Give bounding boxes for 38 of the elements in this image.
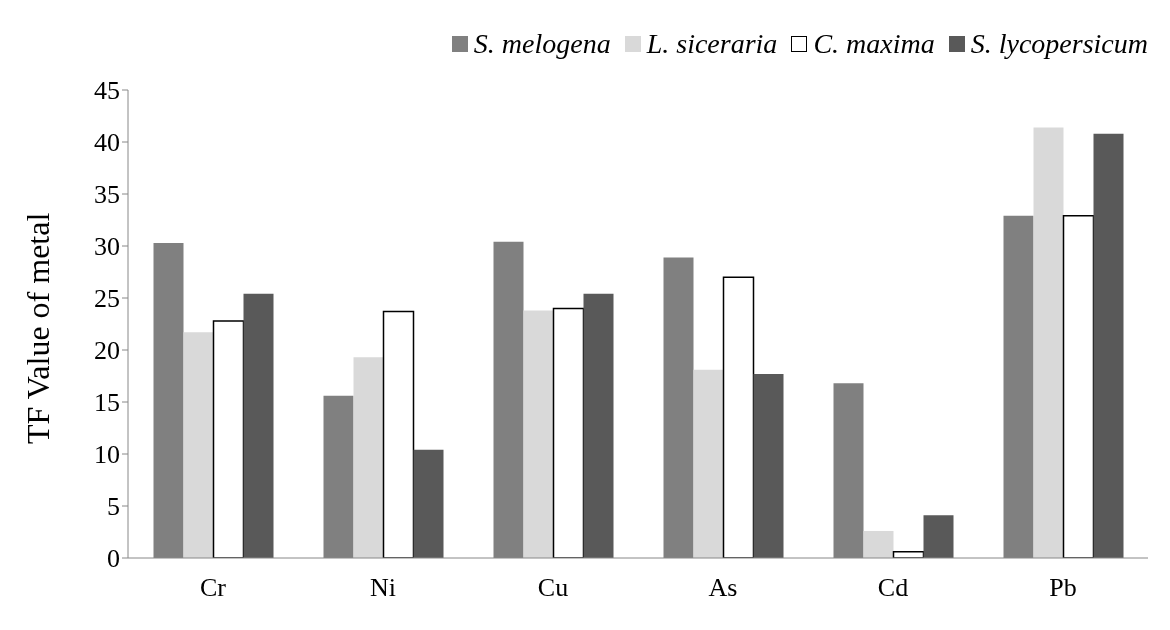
y-tick-label: 45	[94, 76, 120, 106]
y-tick-label: 0	[107, 544, 120, 574]
bar	[1093, 133, 1124, 558]
bar	[382, 310, 415, 558]
bar	[693, 369, 724, 558]
bar	[243, 293, 274, 558]
y-tick-label: 10	[94, 440, 120, 470]
x-tick-label: Cr	[200, 573, 227, 603]
bar	[1033, 127, 1064, 558]
y-tick-label: 25	[94, 284, 120, 314]
y-tick-label: 40	[94, 128, 120, 158]
bar	[923, 515, 954, 558]
bar	[583, 293, 614, 558]
y-axis-title: TF Value of metal	[20, 212, 57, 444]
legend-label: L. siceraria	[645, 28, 778, 60]
bar	[183, 332, 214, 558]
bar	[413, 449, 444, 558]
y-tick-label: 35	[94, 180, 120, 210]
x-tick-label: Cd	[877, 573, 909, 603]
legend-label: S. melogena	[472, 28, 611, 60]
bar	[863, 530, 894, 558]
legend-label: S. lycopersicum	[969, 28, 1148, 60]
bar	[552, 307, 585, 558]
y-tick-label: 20	[94, 336, 120, 366]
y-tick-label: 15	[94, 388, 120, 418]
bar	[722, 276, 755, 558]
bar	[753, 373, 784, 558]
x-tick-label: Cu	[537, 573, 569, 603]
bar	[353, 357, 384, 558]
legend-label: C. maxima	[812, 28, 935, 60]
bar	[1062, 215, 1095, 558]
y-tick-label: 5	[107, 492, 120, 522]
x-tick-label: Pb	[1049, 573, 1077, 603]
bar	[212, 320, 245, 558]
y-tick-label: 30	[94, 232, 120, 262]
x-tick-label: As	[708, 573, 738, 603]
bar	[523, 310, 554, 558]
x-tick-label: Ni	[370, 573, 396, 603]
